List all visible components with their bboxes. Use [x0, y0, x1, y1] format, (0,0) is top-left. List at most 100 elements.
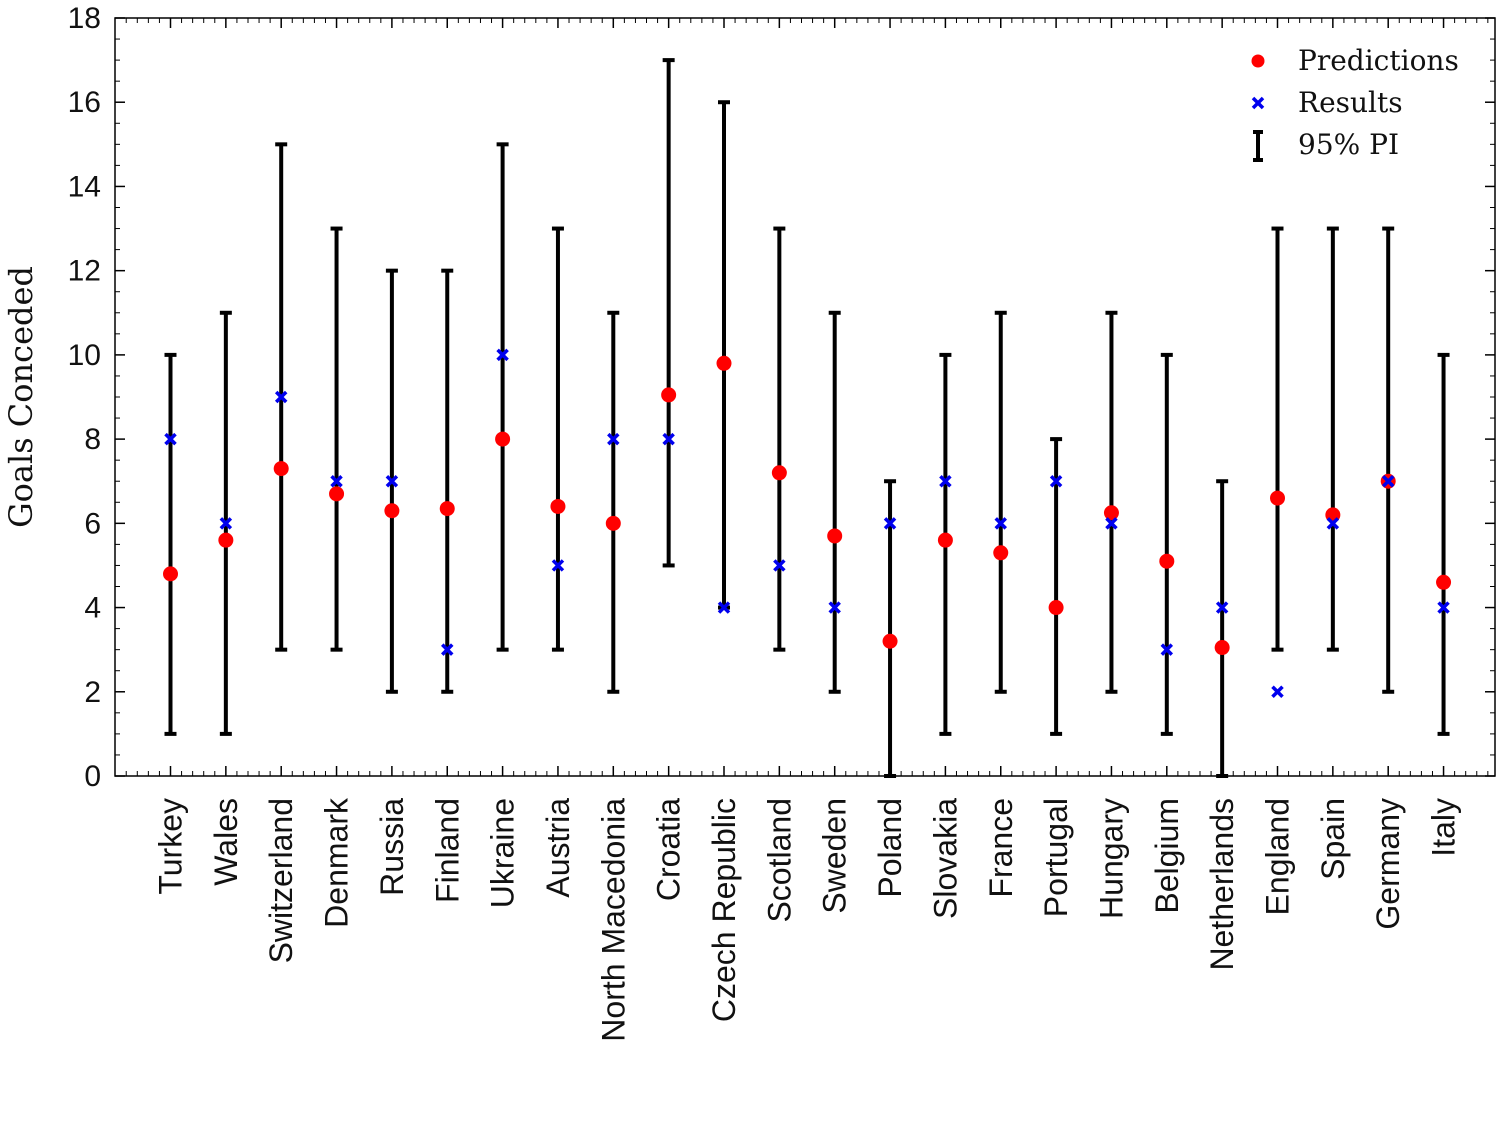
x-category-label: Italy	[1426, 798, 1462, 857]
y-tick-label: 12	[68, 255, 101, 288]
legend: Predictions Results 95% PI	[1251, 44, 1459, 162]
x-category-label: Belgium	[1149, 798, 1185, 914]
y-tick-label: 0	[84, 760, 101, 793]
result-marker-stroke	[773, 559, 786, 572]
result-marker-stroke	[496, 348, 509, 362]
x-category-label: Denmark	[319, 797, 355, 928]
x-category-label: Poland	[872, 798, 908, 898]
result-marker-stroke	[551, 559, 565, 572]
prediction-point	[716, 355, 732, 371]
x-category-label: Slovakia	[927, 798, 963, 919]
legend-results-label: Results	[1298, 86, 1403, 119]
y-tick-label: 16	[68, 86, 101, 119]
prediction-point	[550, 498, 566, 514]
y-tick-label: 18	[68, 2, 101, 35]
legend-interval-label: 95% PI	[1298, 128, 1399, 161]
prediction-point	[384, 503, 400, 519]
x-category-label: France	[983, 798, 1019, 898]
result-marker	[1215, 601, 1229, 614]
prediction-point	[1214, 640, 1230, 656]
interval-bar	[1382, 226, 1395, 694]
x-category-label: Turkey	[153, 798, 189, 895]
interval-bar	[1050, 437, 1063, 736]
x-category-label: Portugal	[1038, 798, 1074, 917]
x-category-label: Spain	[1315, 798, 1351, 880]
x-category-label: Finland	[429, 798, 465, 903]
result-marker-stroke	[274, 390, 288, 404]
result-marker-stroke	[441, 643, 454, 656]
interval-bar	[994, 310, 1007, 694]
prediction-point	[937, 532, 953, 548]
result-marker-stroke	[1326, 517, 1340, 530]
result-marker	[662, 432, 675, 446]
result-marker	[219, 517, 233, 530]
x-category-label: Austria	[540, 798, 576, 898]
plot-frame	[114, 17, 1496, 777]
prediction-point	[1159, 553, 1175, 569]
y-tick-labels: 0 2 4 6 8 10 12 14 16 18	[68, 2, 101, 793]
legend-results-marker	[1251, 96, 1265, 110]
interval-bar	[1271, 226, 1284, 652]
result-marker	[1326, 517, 1340, 530]
x-category-label: Switzerland	[263, 798, 299, 963]
legend-interval-marker	[1253, 130, 1263, 162]
result-marker	[551, 559, 565, 572]
result-marker	[1437, 601, 1450, 614]
x-category-label: Scotland	[761, 798, 797, 923]
interval-bar	[496, 142, 509, 652]
result-marker	[883, 517, 897, 530]
interval-bar	[662, 58, 675, 568]
result-marker	[164, 432, 177, 446]
interval-bar	[441, 268, 454, 694]
result-marker-stroke	[662, 432, 675, 446]
result-marker	[496, 348, 509, 362]
interval-bar	[1105, 310, 1118, 694]
result-marker	[274, 390, 288, 404]
y-tick-label: 2	[84, 676, 101, 709]
result-marker-stroke	[1271, 685, 1284, 699]
result-marker-stroke	[1437, 601, 1450, 614]
legend-predictions-marker	[1251, 54, 1265, 68]
result-marker-stroke	[717, 601, 731, 614]
result-marker	[607, 432, 620, 446]
prediction-point	[329, 486, 345, 502]
y-tick-label: 8	[84, 423, 101, 456]
x-category-label: North Macedonia	[595, 798, 631, 1042]
x-category-label: Netherlands	[1204, 798, 1240, 971]
prediction-point	[771, 465, 787, 481]
minor-ticks	[115, 18, 1495, 776]
result-marker-stroke	[385, 474, 399, 488]
y-tick-label: 10	[68, 339, 101, 372]
result-marker-stroke	[1215, 601, 1229, 614]
x-tick-labels: Turkey Wales Switzerland Denmark Russia Finla…	[153, 797, 1462, 1042]
result-marker-stroke	[828, 601, 841, 614]
result-marker-stroke	[1105, 517, 1118, 530]
result-marker-stroke	[164, 432, 177, 446]
interval-bar	[1160, 352, 1173, 736]
legend-predictions-label: Predictions	[1298, 44, 1459, 77]
prediction-point	[605, 515, 621, 531]
interval-bar	[607, 310, 620, 694]
y-tick-label: 4	[84, 592, 101, 625]
x-category-label: Hungary	[1093, 798, 1129, 919]
prediction-point	[882, 633, 898, 649]
prediction-point	[1048, 600, 1064, 616]
prediction-point	[163, 566, 178, 582]
prediction-point	[273, 461, 289, 477]
y-axis-label: Goals Conceded	[2, 266, 40, 528]
x-category-label: Russia	[374, 798, 410, 896]
interval-bar	[551, 226, 564, 652]
result-marker-stroke	[219, 517, 233, 530]
prediction-point	[218, 532, 234, 548]
result-marker-stroke	[994, 517, 1007, 530]
result-marker	[1160, 643, 1174, 656]
interval-bar	[773, 226, 786, 652]
prediction-point	[827, 528, 843, 544]
prediction-point	[661, 387, 677, 403]
interval-bar	[1326, 226, 1339, 652]
result-points	[164, 348, 1450, 699]
result-marker-stroke	[1160, 643, 1174, 656]
result-marker	[828, 601, 841, 614]
prediction-point	[993, 545, 1009, 561]
